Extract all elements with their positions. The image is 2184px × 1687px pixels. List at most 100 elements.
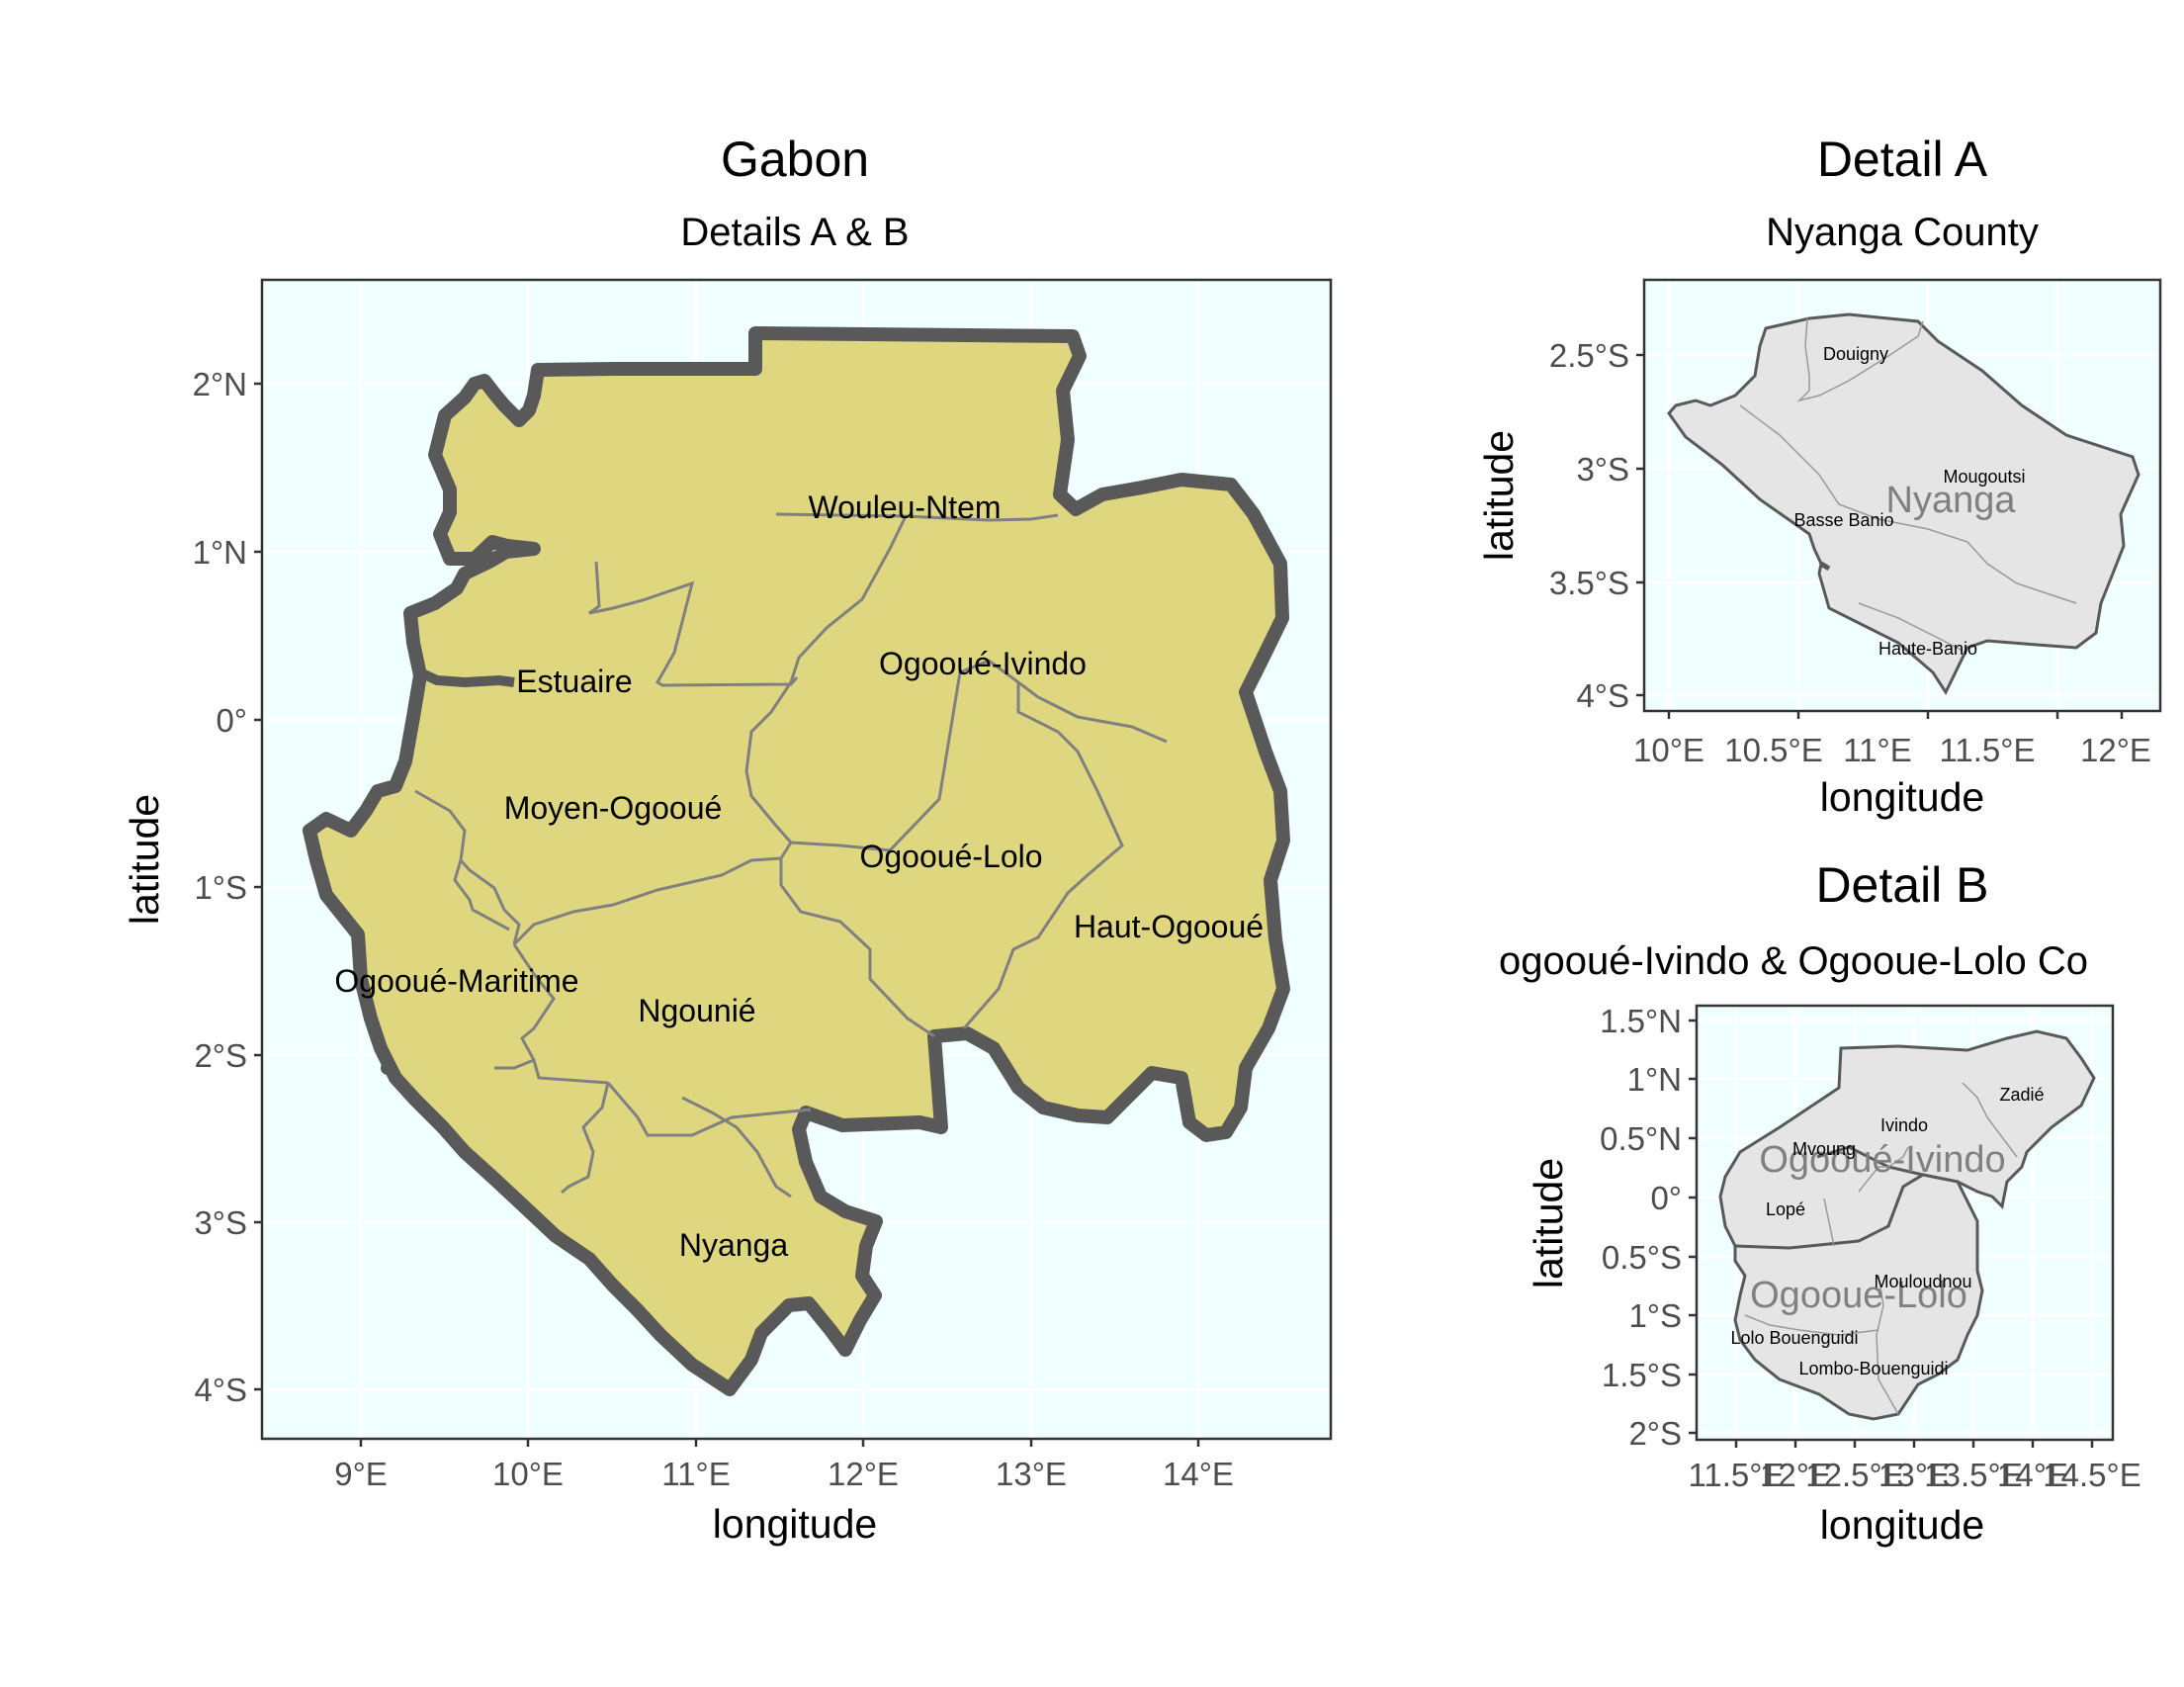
department-labels: Douigny Mougoutsi Basse Banio Haute-Bani… (1793, 344, 2025, 659)
region-label: Nyanga (679, 1227, 789, 1263)
detail-b: Detail B ogooué-Ivindo & Ogooue-Lolo Co … (1499, 857, 2141, 1548)
tick-label: 12°E (1760, 1457, 1831, 1493)
region-label: Ogooué-Lolo (859, 839, 1042, 874)
department-label: Douigny (1823, 344, 1888, 364)
detail-b-title: Detail B (1815, 857, 1988, 913)
detail-b-xlabel: longitude (1820, 1502, 1984, 1548)
detail-b-subtitle: ogooué-Ivindo & Ogooue-Lolo Co (1499, 939, 2088, 983)
main-map-xlabel: longitude (713, 1501, 877, 1547)
tick-label: 0.5°N (1600, 1120, 1682, 1157)
tick-label: 1°N (193, 534, 247, 571)
region-labels: Wouleu-Ntem Estuaire Ogooué-Ivindo Moyen… (334, 489, 1264, 1263)
detail-b-x-ticks: 11.5°E 12°E 12.5°E 13°E 13.5°E 14°E 14.5… (1689, 1457, 2141, 1493)
detail-b-y-ticks: 1.5°N 1°N 0.5°N 0° 0.5°S 1°S 1.5°S 2°S (1600, 1003, 1682, 1452)
region-label: Wouleu-Ntem (808, 489, 1001, 525)
main-map-subtitle: Details A & B (680, 211, 909, 254)
region-label: Moyen-Ogooué (504, 790, 723, 826)
tick-label: 0° (1650, 1180, 1682, 1216)
region-label: Ogooué-Ivindo (879, 646, 1087, 681)
tick-label: 1°S (194, 869, 247, 906)
region-label: Haut-Ogooué (1074, 909, 1264, 944)
tick-label: 10°E (1633, 732, 1704, 768)
tick-label: 12.5°E (1805, 1457, 1903, 1493)
detail-a-subtitle: Nyanga County (1766, 211, 2039, 254)
tick-label: 12°E (2080, 732, 2151, 768)
tick-label: 10.5°E (1724, 732, 1822, 768)
nyanga-outline (1667, 312, 2140, 696)
tick-label: 1.5°N (1600, 1003, 1682, 1039)
department-label: Haute-Banio (1878, 639, 1977, 659)
province-label: Ogooue-Lolo (1750, 1275, 1967, 1316)
tick-label: 4°S (194, 1372, 247, 1408)
estuary-coast (417, 667, 515, 688)
coast-mark (1819, 561, 1831, 572)
tick-label: 14.5°E (2043, 1457, 2140, 1493)
department-borders-b (1744, 1082, 2018, 1415)
region-label: Ogooué-Maritime (334, 963, 578, 999)
tick-label: 3°S (1576, 451, 1629, 488)
detail-b-ylabel: latitude (1526, 1158, 1571, 1288)
province-labels-b: Ogooué-Ivindo Ogooue-Lolo (1750, 1139, 2006, 1316)
detail-a: Detail A Nyanga County Nyanga Douigny Mo… (1476, 132, 2162, 820)
main-map-x-ticks: 9°E 10°E 11°E 12°E 13°E 14°E (334, 1456, 1234, 1492)
detail-a-y-ticks: 2.5°S 3°S 3.5°S 4°S (1549, 337, 1629, 714)
tick-label: 11°E (661, 1456, 730, 1492)
department-labels-b: Zadié Ivindo Mvoung Lopé Mouloudnou Lolo… (1730, 1085, 2044, 1378)
tick-label: 3.5°S (1549, 565, 1629, 601)
tick-label: 2°S (1628, 1415, 1682, 1452)
tick-label: 14°E (1163, 1456, 1234, 1492)
main-map-frame (260, 278, 1333, 1441)
department-label: Mvoung (1792, 1139, 1856, 1159)
main-map-ylabel: latitude (122, 794, 167, 925)
detail-a-x-ticks: 10°E 10.5°E 11°E 11.5°E 12°E (1633, 732, 2151, 768)
gabon-outline (303, 326, 1290, 1396)
tick-label: 13.5°E (1924, 1457, 2022, 1493)
tick-label: 1°S (1628, 1297, 1682, 1334)
tick-label: 2°S (194, 1037, 247, 1074)
region-label: Estuaire (516, 664, 632, 699)
department-label: Zadié (1999, 1085, 2044, 1105)
department-borders (1739, 317, 2077, 652)
tick-label: 1°N (1627, 1061, 1682, 1098)
detail-b-ticks (1689, 1019, 2094, 1448)
ogooue-lolo-outline (1733, 1173, 1984, 1421)
tick-label: 13°E (1878, 1457, 1950, 1493)
province-label: Ogooué-Ivindo (1759, 1139, 2005, 1181)
department-label: Lombo-Bouenguidi (1798, 1359, 1948, 1378)
region-label: Ngounié (638, 993, 755, 1028)
tick-label: 11.5°E (1940, 732, 2036, 768)
tick-label: 1.5°S (1602, 1357, 1682, 1393)
detail-b-frame (1695, 1004, 2115, 1442)
detail-a-ylabel: latitude (1476, 430, 1522, 561)
department-label: Mougoutsi (1943, 467, 2025, 487)
province-shared-border (1816, 1145, 1924, 1177)
main-map-ticks (254, 382, 1200, 1447)
province-borders (414, 512, 1168, 1199)
department-label: Lopé (1766, 1199, 1805, 1219)
tick-label: 10°E (492, 1456, 564, 1492)
department-label: Basse Banio (1793, 510, 1893, 530)
department-label: Ivindo (1880, 1115, 1928, 1135)
detail-a-xlabel: longitude (1820, 774, 1984, 820)
detail-a-frame (1642, 278, 2162, 713)
department-label: Mouloudnou (1874, 1272, 1971, 1291)
province-label: Nyanga (1886, 480, 2017, 521)
tick-label: 11°E (1843, 732, 1911, 768)
main-map: Gabon Details A & B (122, 132, 1333, 1547)
tick-label: 2.5°S (1549, 337, 1629, 374)
tick-label: 12°E (828, 1456, 899, 1492)
detail-a-title: Detail A (1817, 132, 1988, 187)
tick-label: 11.5°E (1689, 1457, 1785, 1493)
tick-label: 9°E (334, 1456, 388, 1492)
tick-label: 4°S (1576, 677, 1629, 714)
tick-label: 13°E (996, 1456, 1067, 1492)
island-marker (381, 1061, 394, 1075)
tick-label: 2°N (193, 366, 247, 402)
main-map-title: Gabon (721, 132, 869, 187)
tick-label: 3°S (194, 1204, 247, 1241)
tick-label: 0° (216, 702, 247, 739)
main-map-y-ticks: 2°N 1°N 0° 1°S 2°S 3°S 4°S (193, 366, 247, 1408)
detail-a-ticks (1636, 353, 2124, 719)
tick-label: 0.5°S (1602, 1239, 1682, 1276)
